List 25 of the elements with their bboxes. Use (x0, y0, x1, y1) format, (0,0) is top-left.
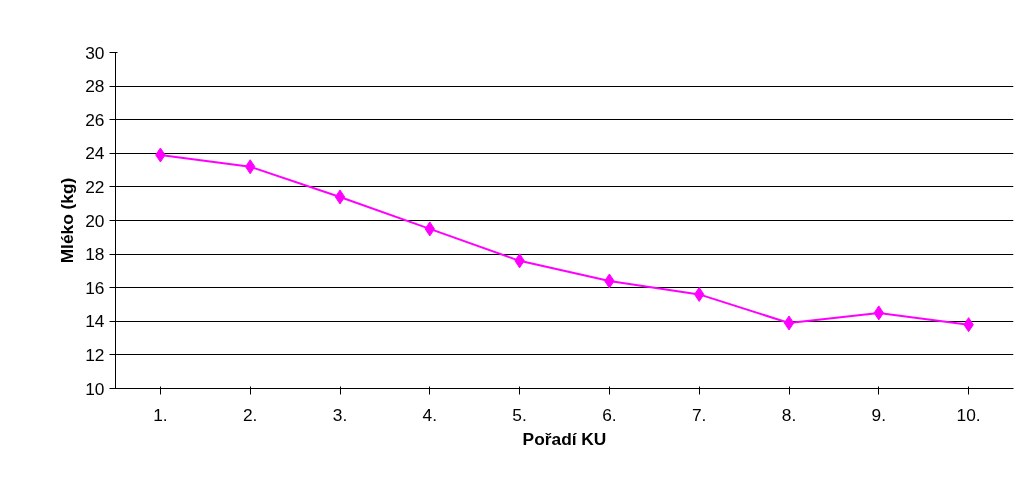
x-tick-label: 8. (781, 404, 797, 425)
x-axis-title: Pořadí KU (522, 428, 607, 449)
y-tick-label: 28 (85, 76, 105, 97)
y-axis-title: Mléko (kg) (57, 177, 78, 264)
x-tick-label: 2. (242, 404, 258, 425)
y-tick-label: 22 (85, 176, 105, 197)
y-tick-label: 20 (85, 210, 105, 231)
y-tick-label: 18 (85, 244, 105, 265)
y-tick-label: 26 (85, 109, 105, 130)
point (334, 189, 346, 205)
x-tick-label: 4. (422, 404, 438, 425)
x-tick-label: 7. (691, 404, 707, 425)
x-tick-label: 10. (956, 404, 981, 425)
point (783, 315, 795, 331)
x-tick-label: 3. (332, 404, 348, 425)
y-tick-label: 30 (85, 42, 105, 63)
x-tick-label: 5. (512, 404, 527, 425)
x-tick-label: 9. (871, 404, 887, 425)
x-tick-label: 6. (602, 404, 617, 425)
x-tick-label: 1. (153, 404, 168, 425)
y-tick-label: 14 (85, 311, 105, 332)
y-tick-label: 12 (85, 344, 105, 365)
y-tick-label: 24 (85, 143, 105, 164)
y-tick-label: 10 (85, 378, 105, 399)
y-tick-label: 16 (85, 277, 105, 298)
